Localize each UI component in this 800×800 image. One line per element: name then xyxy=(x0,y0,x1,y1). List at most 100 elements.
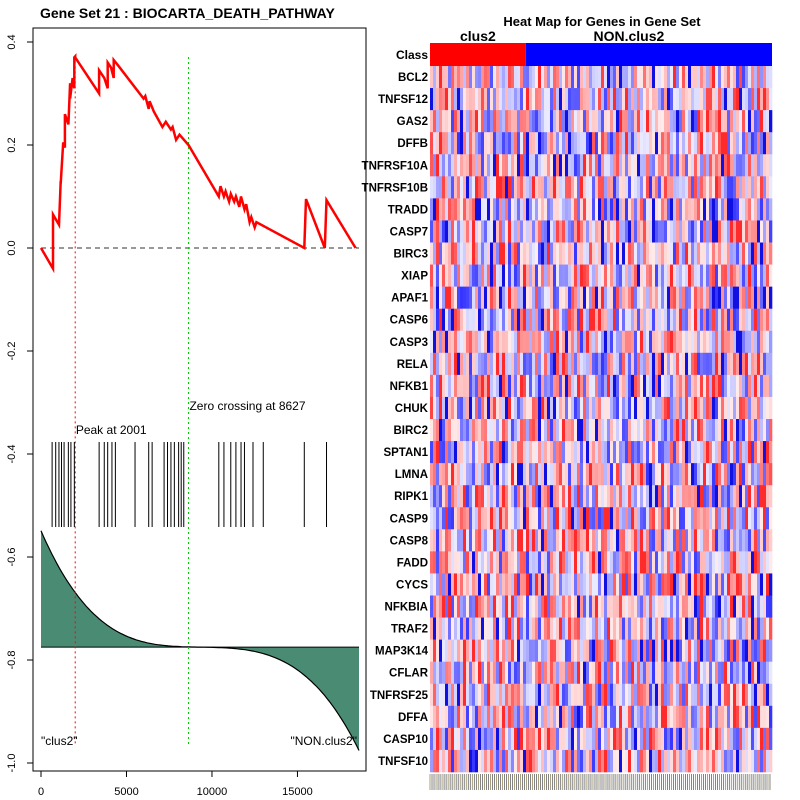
heatmap-cell xyxy=(562,639,566,662)
heatmap-cell xyxy=(742,661,746,685)
heatmap-cell xyxy=(706,639,710,662)
heatmap-cell xyxy=(514,66,518,89)
heatmap-cell xyxy=(523,485,527,508)
heatmap-cell xyxy=(625,176,629,199)
heatmap-cell xyxy=(733,308,737,332)
heatmap-cell xyxy=(541,88,545,111)
heatmap-cell xyxy=(586,573,590,596)
heatmap-cell xyxy=(526,683,530,707)
heatmap-cell xyxy=(616,573,620,596)
heatmap-cell xyxy=(625,507,629,530)
heatmap-cell xyxy=(463,220,467,243)
heatmap-cell xyxy=(712,529,716,552)
heatmap-cell xyxy=(487,485,491,508)
heatmap-cell xyxy=(640,705,644,729)
heatmap-cell xyxy=(520,264,524,287)
heatmap-cell xyxy=(520,507,524,530)
heatmap-cell xyxy=(430,595,434,618)
heatmap-cell xyxy=(445,573,449,596)
heatmap-cell xyxy=(682,330,686,354)
heatmap-cell xyxy=(574,66,578,89)
heatmap-cell xyxy=(460,419,464,442)
heatmap-cell xyxy=(754,242,758,265)
heatmap-cell xyxy=(496,529,500,552)
heatmap-cell xyxy=(517,507,521,530)
heatmap-cell xyxy=(706,198,710,221)
heatmap-cell xyxy=(559,286,563,309)
heatmap-cell xyxy=(439,617,443,640)
heatmap-cell xyxy=(442,639,446,662)
heatmap-cell xyxy=(649,661,653,685)
heatmap-cell xyxy=(610,617,614,640)
heatmap-cell xyxy=(697,551,701,574)
heatmap-cell xyxy=(577,88,581,111)
heatmap-cell xyxy=(433,176,437,199)
heatmap-cell xyxy=(703,264,707,287)
heatmap-cell xyxy=(766,88,770,111)
heatmap-cell xyxy=(745,132,749,155)
heatmap-cell xyxy=(433,463,437,486)
heatmap-cell xyxy=(451,308,455,332)
heatmap-cell xyxy=(499,308,503,332)
heatmap-cell xyxy=(583,374,587,398)
heatmap-cell xyxy=(478,639,482,662)
heatmap-cell xyxy=(478,66,482,89)
heatmap-cell xyxy=(478,463,482,486)
heatmap-cell xyxy=(763,529,767,552)
heatmap-cell xyxy=(757,286,761,309)
heatmap-cell xyxy=(625,264,629,287)
heatmap-cell xyxy=(478,507,482,530)
heatmap-cell xyxy=(559,683,563,707)
heatmap-cell xyxy=(523,242,527,265)
heatmap-cell xyxy=(442,485,446,508)
heatmap-cell xyxy=(568,132,572,155)
heatmap-cell xyxy=(727,242,731,265)
heatmap-cell xyxy=(622,463,626,486)
heatmap-cell xyxy=(715,551,719,574)
heatmap-cell xyxy=(658,308,662,332)
heatmap-cell xyxy=(613,220,617,243)
heatmap-cell xyxy=(595,286,599,309)
heatmap-cell xyxy=(691,529,695,552)
heatmap-cell xyxy=(430,485,434,508)
heatmap-cell xyxy=(673,529,677,552)
heatmap-cell xyxy=(730,529,734,552)
heatmap-cell xyxy=(523,286,527,309)
heatmap-cell xyxy=(766,396,770,420)
heatmap-cell xyxy=(694,242,698,265)
heatmap-cell xyxy=(478,661,482,685)
heatmap-cell xyxy=(598,132,602,155)
heatmap-cell xyxy=(721,132,725,155)
heatmap-cell xyxy=(760,595,764,618)
heatmap-cell xyxy=(574,220,578,243)
heatmap-cell xyxy=(478,551,482,574)
heatmap-cell xyxy=(601,573,605,596)
heatmap-cell xyxy=(754,749,758,773)
heatmap-cell xyxy=(538,529,542,552)
heatmap-cell xyxy=(727,176,731,199)
gene-labels: BCL2TNFSF12GAS2DFFBTNFRSF10ATNFRSF10BTRA… xyxy=(362,72,429,768)
heatmap-cell xyxy=(538,683,542,707)
heatmap-cell xyxy=(484,198,488,221)
heatmap-cell xyxy=(655,617,659,640)
heatmap-cell xyxy=(691,110,695,133)
heatmap-cell xyxy=(709,419,713,442)
heatmap-cell xyxy=(745,683,749,707)
heatmap-cell xyxy=(691,595,695,618)
heatmap-cell xyxy=(613,286,617,309)
heatmap-cell xyxy=(535,441,539,464)
heatmap-cell xyxy=(706,573,710,596)
heatmap-cell xyxy=(691,485,695,508)
heatmap-cell xyxy=(436,154,440,177)
heatmap-cell xyxy=(745,374,749,398)
heatmap-cell xyxy=(736,374,740,398)
heatmap-cell xyxy=(436,749,440,773)
heatmap-cell xyxy=(763,374,767,398)
heatmap-cell xyxy=(568,529,572,552)
heatmap-cell xyxy=(640,198,644,221)
heatmap-cell xyxy=(598,286,602,309)
heatmap-cell xyxy=(529,507,533,530)
heatmap-cell xyxy=(670,441,674,464)
heatmap-cell xyxy=(595,132,599,155)
heatmap-cell xyxy=(511,220,515,243)
